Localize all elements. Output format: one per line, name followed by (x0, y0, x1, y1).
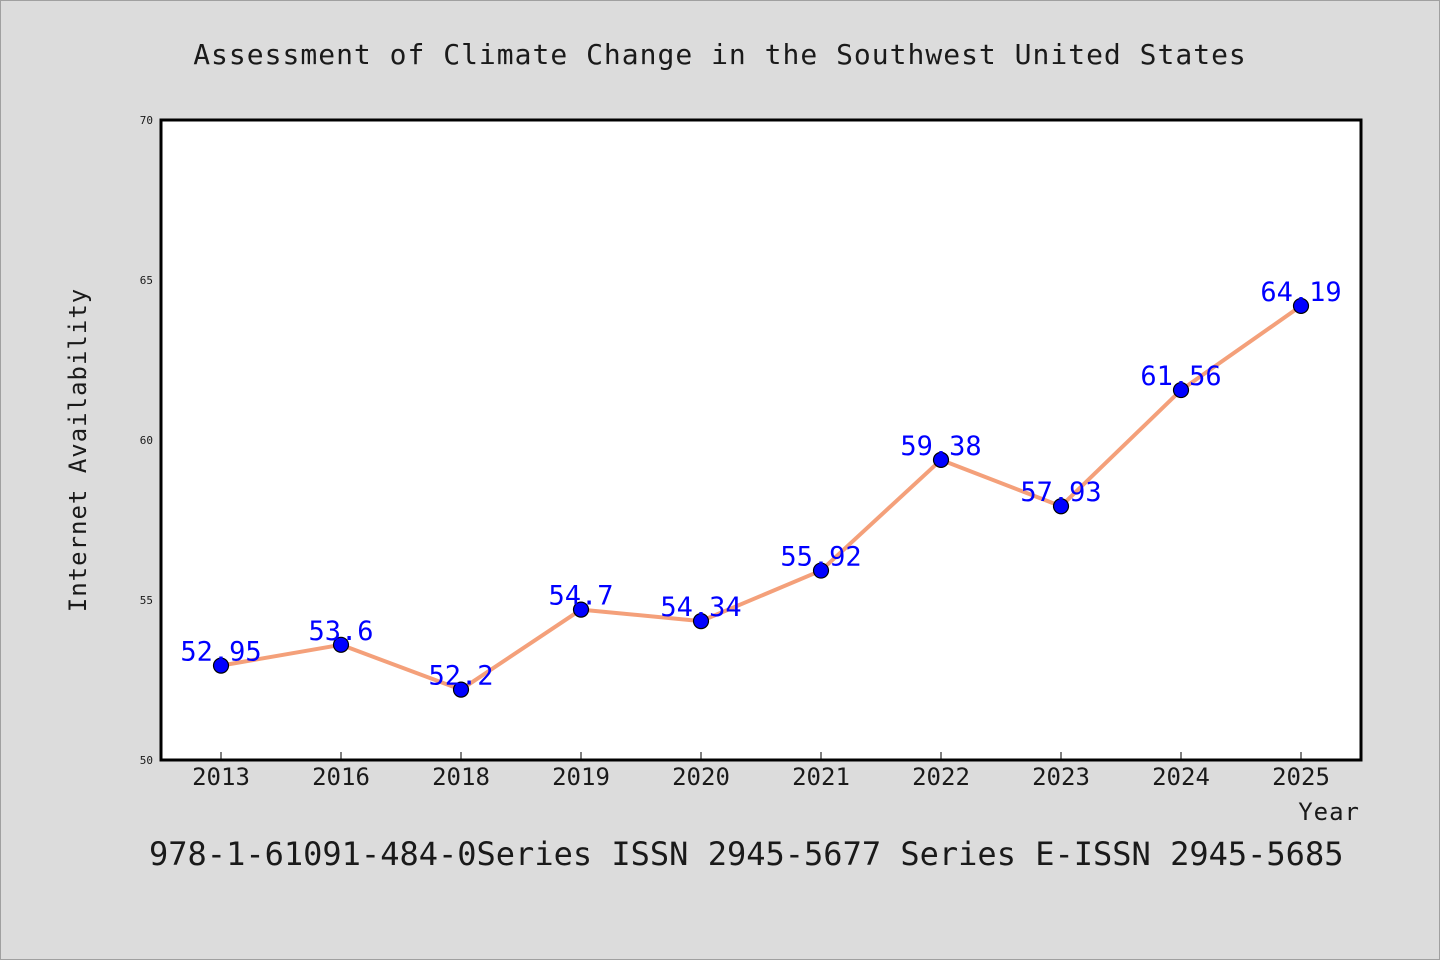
data-label: 57.93 (1020, 477, 1101, 508)
x-tick-label: 2018 (432, 763, 490, 791)
y-tick-label: 50 (140, 754, 153, 767)
data-point-marker (1052, 498, 1070, 515)
x-tick-label: 2016 (312, 763, 370, 791)
x-tick-label: 2021 (792, 763, 850, 791)
data-label: 64.19 (1260, 277, 1341, 308)
series-line (219, 303, 1303, 692)
data-label: 54.34 (660, 592, 741, 623)
data-label: 55.92 (780, 542, 861, 573)
y-tick-label: 55 (140, 594, 153, 607)
data-point-marker (932, 451, 950, 468)
footer-isbn-issn: 978-1-61091-484-0Series ISSN 2945-5677 S… (149, 835, 1343, 873)
x-axis-ticks: 2013 2016 2018 2019 2020 2021 2022 2023 2024 2025 (192, 752, 1330, 791)
x-tick-label: 2022 (912, 763, 970, 791)
data-point-marker (1292, 297, 1310, 315)
data-point-marker (452, 681, 470, 698)
x-tick-label: 2025 (1272, 763, 1330, 791)
data-label: 53.6 (308, 616, 373, 647)
y-tick-label: 70 (140, 114, 153, 127)
data-label: 52.95 (180, 637, 261, 668)
chart-title: Assessment of Climate Change in the Sout… (193, 38, 1247, 71)
data-point-marker (572, 601, 590, 618)
y-axis-label: Internet Availability (64, 288, 92, 612)
data-point-marker (332, 636, 350, 653)
data-label: 54.7 (548, 581, 613, 612)
x-tick-label: 2013 (192, 763, 250, 791)
data-label: 52.2 (428, 661, 493, 692)
series-layer (212, 297, 1310, 698)
data-label: 61.56 (1140, 361, 1221, 392)
x-tick-label: 2020 (672, 763, 730, 791)
x-tick-label: 2023 (1032, 763, 1090, 791)
data-label: 59.38 (900, 431, 981, 462)
data-label-layer: 52.95 53.6 52.2 54.7 54.34 55.92 59.38 57.93 61.… (180, 277, 1341, 692)
y-axis-ticks: 50 55 60 65 70 (140, 114, 161, 767)
x-tick-label: 2019 (552, 763, 610, 791)
data-point-marker (692, 613, 710, 630)
x-axis-label: Year (1298, 798, 1360, 826)
plot-area (159, 118, 1363, 762)
y-tick-label: 60 (140, 434, 153, 447)
data-point-marker (812, 562, 830, 579)
y-tick-label: 65 (140, 274, 153, 287)
x-tick-label: 2024 (1152, 763, 1210, 791)
data-point-marker (212, 657, 230, 674)
data-point-marker (1172, 381, 1190, 399)
